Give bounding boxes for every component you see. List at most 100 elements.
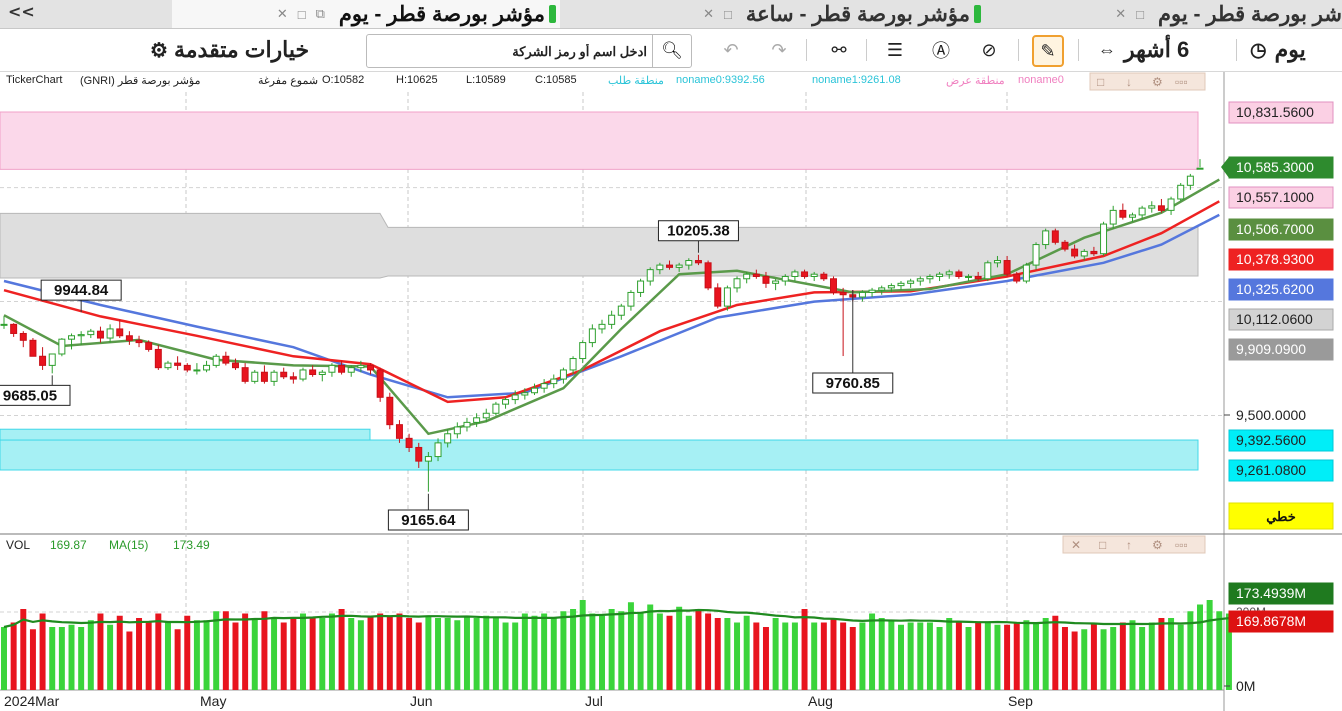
- price-label-box: [1228, 429, 1334, 452]
- callout-label: 9944.84: [54, 282, 109, 299]
- candle-body: [559, 369, 567, 380]
- gear-icon: ⚙: [150, 39, 168, 62]
- panel-up-icon[interactable]: ↑: [1126, 538, 1132, 552]
- price-panel-controls[interactable]: □ ↓ ⚙ ▫▫▫: [1089, 72, 1206, 91]
- volume-bar: [859, 622, 866, 690]
- price-axis-labels: 10,831.5600 10,585.3000 10,557.1000 10,506.…: [1221, 101, 1334, 530]
- panel-settings-icon[interactable]: ⚙: [1152, 75, 1163, 89]
- volume-bar: [656, 613, 663, 690]
- volume-bar: [811, 622, 818, 690]
- demand-zone: [0, 439, 1199, 471]
- panel-down-icon[interactable]: ↓: [1126, 75, 1132, 89]
- close-icon[interactable]: ✕: [1115, 6, 1127, 21]
- candle-body: [762, 275, 770, 284]
- price-label-text: 9,500.0000: [1236, 407, 1306, 423]
- volume-bar: [1013, 622, 1020, 690]
- draw-tool-icon[interactable]: ✎: [1032, 35, 1064, 67]
- volume-bar: [975, 622, 982, 690]
- volume-bar: [1033, 622, 1040, 690]
- candle-body: [569, 358, 577, 371]
- zones: [0, 111, 1199, 471]
- candle-body: [926, 275, 934, 280]
- search-input[interactable]: [373, 38, 649, 64]
- candle-body: [993, 260, 1001, 264]
- restore-icon[interactable]: ⧉: [315, 6, 325, 21]
- volume-bar: [570, 609, 577, 690]
- volume-bar: [10, 622, 17, 690]
- candle-body: [791, 271, 799, 277]
- candle-body: [540, 383, 548, 389]
- panel-maximize-icon[interactable]: □: [1097, 75, 1104, 89]
- x-axis: 2024Mar May Jun Jul Aug Sep: [4, 693, 1033, 709]
- volume-bar: [473, 618, 480, 690]
- volume-bar: [203, 620, 210, 690]
- volume-bar: [213, 611, 220, 690]
- candle-body: [1157, 205, 1165, 211]
- auto-icon[interactable]: Ⓐ: [932, 41, 950, 62]
- volume-bar: [907, 622, 914, 690]
- interval-label: يوم: [1274, 37, 1306, 62]
- volume-bar: [1197, 604, 1203, 690]
- drawing-lines-icon[interactable]: ☰: [886, 39, 904, 61]
- undo-icon[interactable]: ↶: [723, 39, 739, 61]
- advanced-options-button[interactable]: خيارات متقدمة ⚙: [150, 29, 309, 71]
- compare-icon[interactable]: ⊘: [981, 39, 997, 61]
- tab-qe-daily[interactable]: مؤشر بورصة قطر - يوم ⧉ □ ✕: [172, 0, 560, 28]
- search-icon[interactable]: 🔍︎: [652, 35, 691, 67]
- maximize-icon[interactable]: □: [723, 6, 732, 22]
- tab-bar: << مؤشر بورصة قطر - يوم ⧉ □ ✕ مؤشر بورصة…: [0, 0, 1342, 29]
- volume-ma-label: MA(15): [109, 538, 148, 552]
- volume-bar: [425, 615, 432, 690]
- candle-body: [96, 330, 104, 339]
- tab-qe-daily-2[interactable]: شر بورصة قطر - يوم □ ✕: [1000, 0, 1342, 28]
- range-selector[interactable]: 6 أشهر ⇔: [1098, 29, 1189, 71]
- close-icon[interactable]: ✕: [703, 6, 714, 21]
- panel-more-icon[interactable]: ▫▫▫: [1175, 538, 1188, 552]
- company-search[interactable]: 🔍︎: [366, 34, 692, 68]
- candle-body: [492, 403, 500, 414]
- volume-bar: [724, 618, 731, 690]
- candle-body: [1196, 167, 1204, 170]
- volume-panel-controls[interactable]: ✕ □ ↑ ⚙ ▫▫▫: [1062, 535, 1206, 554]
- tabs-overflow-button[interactable]: <<: [8, 2, 35, 21]
- volume-bar: [377, 613, 384, 690]
- volume-bar: [454, 620, 461, 690]
- candle-body: [58, 338, 66, 355]
- candle-body: [231, 362, 239, 369]
- panel-maximize-icon[interactable]: □: [1099, 538, 1106, 552]
- candle-body: [627, 291, 635, 307]
- ohlc-open: O:10582: [322, 74, 365, 86]
- panel-close-icon[interactable]: ✕: [1071, 538, 1081, 552]
- ma-mid-line: [3, 200, 1220, 404]
- maximize-icon[interactable]: □: [1136, 6, 1144, 22]
- volume-bar: [1081, 629, 1088, 690]
- candle-body: [1071, 248, 1079, 257]
- price-label-text: 10,831.5600: [1236, 104, 1314, 120]
- volume-bar: [1216, 611, 1223, 690]
- close-icon[interactable]: ✕: [276, 6, 288, 21]
- candle-body: [772, 280, 780, 284]
- divider: [866, 39, 867, 61]
- redo-icon[interactable]: ↷: [771, 39, 787, 61]
- volume-bar: [579, 600, 586, 690]
- candle-body: [588, 328, 596, 344]
- candle-body: [357, 364, 365, 369]
- indicators-icon[interactable]: ⚯: [831, 39, 847, 61]
- divider: [1018, 39, 1019, 61]
- candle-body: [145, 342, 153, 350]
- callout-box: [657, 220, 739, 242]
- maximize-icon[interactable]: □: [297, 6, 306, 22]
- volume-bar: [917, 622, 924, 690]
- volume-bar: [618, 611, 625, 690]
- candle-body: [521, 392, 529, 396]
- panel-more-icon[interactable]: ▫▫▫: [1175, 75, 1188, 89]
- divider: [1236, 39, 1237, 61]
- tab-qe-hourly[interactable]: مؤشر بورصة قطر - ساعة □ ✕: [580, 0, 985, 28]
- price-label-box: [1228, 186, 1334, 209]
- candle-body: [598, 323, 606, 330]
- interval-selector[interactable]: يوم ◷: [1250, 29, 1306, 71]
- volume-bar: [300, 613, 306, 690]
- panel-settings-icon[interactable]: ⚙: [1152, 538, 1163, 552]
- volume-bar: [878, 618, 885, 690]
